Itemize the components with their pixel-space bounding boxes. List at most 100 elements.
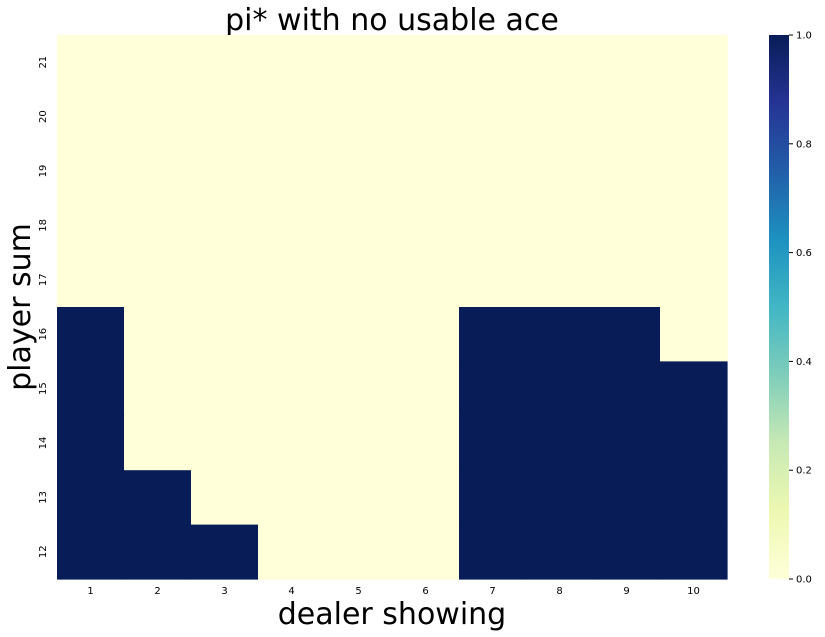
y-tick-label: 18 [38,219,49,232]
heatmap-cell [258,470,326,526]
heatmap-cell [459,470,527,526]
heatmap-cell [593,415,661,471]
heatmap-cell [57,307,125,362]
heatmap-cell [191,143,259,199]
heatmap-cell [325,89,393,145]
heatmap-cell [258,524,326,580]
heatmap-cell [325,470,393,526]
y-tick-labels: 21 20 19 18 17 16 15 14 13 12 [38,56,49,558]
heatmap-cell [593,198,661,254]
colorbar-tick-label: 0.2 [796,466,812,477]
x-axis-label: dealer showing [278,597,506,632]
x-tick-label: 1 [87,586,93,597]
heatmap-cell [459,89,527,145]
heatmap-cell [258,415,326,471]
heatmap-cell [258,252,326,308]
heatmap-cell [660,307,728,362]
heatmap-cell [57,252,125,308]
x-tick-label: 4 [288,586,294,597]
heatmap-cell [392,143,460,199]
heatmap-cell [392,252,460,308]
heatmap-cell [593,35,661,90]
y-tick-label: 15 [38,382,49,395]
heatmap-cell [325,143,393,199]
heatmap-cell [660,415,728,471]
heatmap-cell [459,252,527,308]
heatmap-cell [392,524,460,580]
heatmap-cell [325,252,393,308]
colorbar-tick-label: 0.0 [796,575,812,586]
heatmap-cell [124,198,192,254]
x-tick-label: 2 [154,586,160,597]
heatmap-cell [124,415,192,471]
heatmap-cell [191,415,259,471]
heatmap-cell [124,524,192,580]
heatmap-cell [191,252,259,308]
heatmap-cell [526,307,594,362]
heatmap-cell [124,307,192,362]
heatmap-cell [258,143,326,199]
y-tick-label: 21 [38,56,49,69]
heatmap-cell [660,35,728,90]
heatmap-cell [459,35,527,90]
heatmap-cell [459,415,527,471]
heatmap-cell [593,470,661,526]
x-tick-label: 10 [687,586,700,597]
heatmap-cell [660,361,728,417]
heatmap-cell [459,143,527,199]
heatmap-cell [660,524,728,580]
heatmap-cell [325,361,393,417]
heatmap-cell [660,198,728,254]
heatmap-cell [191,198,259,254]
heatmap-cell [392,415,460,471]
heatmap-cell [124,89,192,145]
heatmap-cell [124,252,192,308]
colorbar-tick-label: 0.8 [796,139,812,150]
heatmap-cell [593,252,661,308]
chart-title: pi* with no usable ace [225,3,559,38]
colorbar-tick-label: 1.0 [796,31,812,42]
heatmap-cell [258,307,326,362]
heatmap-cell [57,524,125,580]
heatmap-cell [124,143,192,199]
heatmap-cell [325,524,393,580]
heatmap-cell [526,143,594,199]
y-tick-label: 13 [38,491,49,504]
heatmap-cell [526,361,594,417]
heatmap-cell [57,143,125,199]
heatmap-cell [258,89,326,145]
heatmap-cell [660,143,728,199]
heatmap-cell [593,143,661,199]
heatmap-cell [57,361,125,417]
heatmap-cell [593,361,661,417]
heatmap-cell [526,252,594,308]
colorbar [769,35,789,579]
heatmap-cell [191,524,259,580]
heatmap-cell [526,89,594,145]
heatmap-cell [459,361,527,417]
heatmap-cell [191,361,259,417]
x-tick-label: 7 [489,586,495,597]
heatmap-cell [325,35,393,90]
heatmap-cell [325,198,393,254]
y-tick-label: 14 [38,437,49,450]
heatmap-cell [191,89,259,145]
heatmap-cell [526,524,594,580]
heatmap-cell [660,470,728,526]
heatmap-cell [392,89,460,145]
y-axis-label: player sum [3,223,38,391]
heatmap-cell [258,198,326,254]
heatmap-cell [57,198,125,254]
heatmap-cell [124,470,192,526]
heatmap-cell [526,470,594,526]
heatmap-cell [57,415,125,471]
y-tick-label: 16 [38,328,49,341]
heatmap-cell [526,198,594,254]
y-tick-label: 20 [38,110,49,123]
colorbar-tick-labels: 0.0 0.2 0.4 0.6 0.8 1.0 [789,31,812,586]
heatmap-cell [325,415,393,471]
heatmap-cell [660,252,728,308]
x-tick-label: 9 [623,586,629,597]
heatmap-cell [459,524,527,580]
